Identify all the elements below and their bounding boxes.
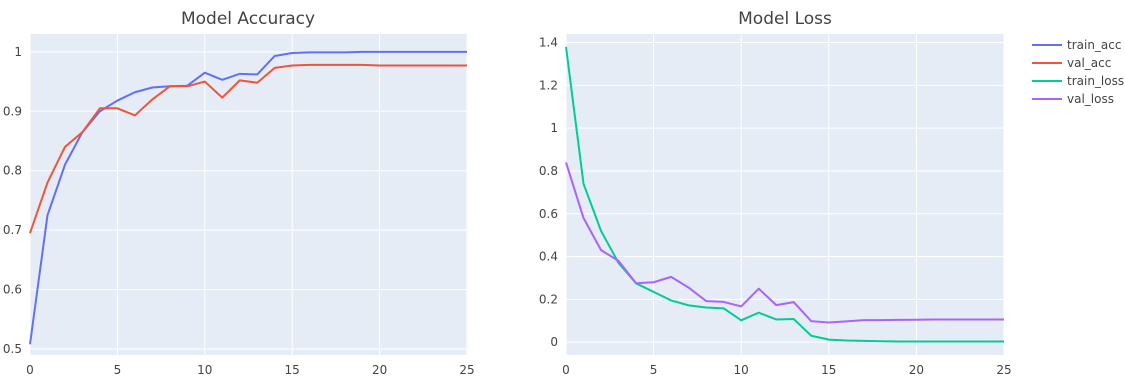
x-tick-label: 20 xyxy=(909,363,924,377)
y-tick-label: 0.9 xyxy=(3,104,22,118)
x-tick-label: 25 xyxy=(459,363,474,377)
loss-chart: 0 0.2 0.4 0.6 0.8 1 1.2 1.4 0 5 10 15 20 25 xyxy=(539,34,1012,377)
plot-area xyxy=(30,34,467,355)
y-tick-label: 1.2 xyxy=(539,78,558,92)
y-tick-label: 0.5 xyxy=(3,342,22,356)
series-line-val-loss[interactable] xyxy=(565,162,1004,324)
legend-label: val_acc xyxy=(1067,56,1111,70)
legend-item-train-loss[interactable]: train_loss xyxy=(1032,74,1124,88)
y-tick-label: 0.8 xyxy=(539,164,558,178)
chart-title-loss: Model Loss xyxy=(738,9,832,29)
y-tick-label: 1 xyxy=(14,45,22,59)
y-tick-label: 1 xyxy=(550,121,558,135)
y-tick-label: 1.4 xyxy=(539,36,558,50)
legend-label: train_acc xyxy=(1067,38,1121,52)
legend-label: train_loss xyxy=(1067,74,1124,88)
x-tick-label: 15 xyxy=(821,363,836,377)
y-tick-label: 0.7 xyxy=(3,223,22,237)
x-tick-label: 25 xyxy=(996,363,1011,377)
legend-item-train-acc[interactable]: train_acc xyxy=(1032,38,1121,52)
y-tick-label: 0.2 xyxy=(539,292,558,306)
legend-label: val_loss xyxy=(1067,92,1114,106)
x-tick-label: 10 xyxy=(197,363,212,377)
series-line-train-loss[interactable] xyxy=(565,46,1004,343)
legend-item-val-loss[interactable]: val_loss xyxy=(1032,92,1114,106)
x-tick-label: 5 xyxy=(114,363,122,377)
x-tick-label: 15 xyxy=(285,363,300,377)
accuracy-chart: 0.50.60.70.80.910 5 10 15 20 25 xyxy=(3,34,475,377)
x-tick-label: 20 xyxy=(372,363,387,377)
series-line-train-acc[interactable] xyxy=(29,50,467,345)
plot-area xyxy=(566,34,1004,355)
y-tick-label: 0.6 xyxy=(3,283,22,297)
y-tick-label: 0.6 xyxy=(539,207,558,221)
y-tick-label: 0 xyxy=(550,335,558,349)
x-tick-label: 0 xyxy=(26,363,34,377)
legend[interactable]: train_acc val_acc train_loss val_loss xyxy=(1032,38,1124,106)
chart-title-accuracy: Model Accuracy xyxy=(181,9,315,29)
y-tick-label: 0.4 xyxy=(539,250,558,264)
x-tick-label: 0 xyxy=(562,363,570,377)
y-tick-label: 0.8 xyxy=(3,164,22,178)
x-tick-label: 10 xyxy=(734,363,749,377)
x-tick-label: 5 xyxy=(650,363,658,377)
series-line-val-acc[interactable] xyxy=(29,63,467,234)
legend-item-val-acc[interactable]: val_acc xyxy=(1032,56,1111,70)
